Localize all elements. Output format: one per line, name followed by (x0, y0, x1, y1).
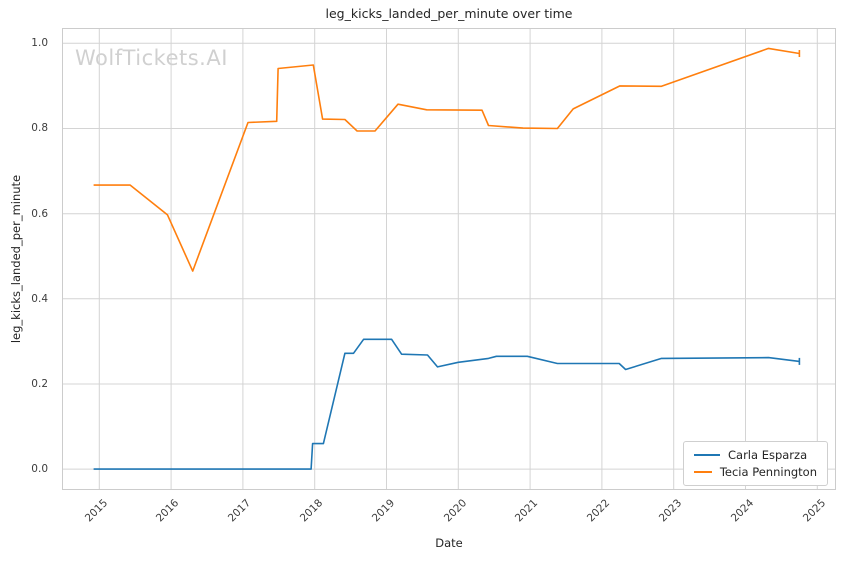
x-tick-label: 2025 (800, 497, 828, 525)
x-tick-label: 2023 (656, 497, 685, 525)
plot-area (62, 28, 836, 490)
y-axis-title: leg_kicks_landed_per_minute (9, 174, 23, 344)
x-tick-label: 2015 (82, 497, 110, 525)
x-tick-label: 2019 (369, 497, 398, 525)
legend-line-icon (694, 454, 720, 456)
legend-line-icon (694, 471, 712, 473)
y-tick-label: 0.2 (31, 377, 48, 390)
x-tick-label: 2024 (728, 497, 757, 525)
legend-entry-tecia-pennington: Tecia Pennington (694, 465, 817, 479)
legend: Carla Esparza Tecia Pennington (683, 441, 828, 486)
x-axis-title: Date (435, 536, 463, 550)
x-tick-label: 2020 (441, 497, 469, 525)
legend-label: Carla Esparza (728, 448, 808, 462)
y-tick-label: 1.0 (31, 37, 48, 50)
series-line-carla-esparza (93, 338, 800, 470)
legend-entry-carla-esparza: Carla Esparza (694, 448, 817, 462)
legend-label: Tecia Pennington (719, 465, 817, 479)
y-tick-label: 0.0 (31, 463, 48, 476)
series-line-tecia-pennington (93, 47, 800, 272)
watermark: WolfTickets.AI (75, 46, 228, 70)
chart-title: leg_kicks_landed_per_minute over time (325, 6, 573, 21)
x-tick-label: 2016 (154, 497, 182, 525)
y-tick-label: 0.6 (31, 207, 48, 220)
x-tick-label: 2021 (513, 497, 541, 525)
x-tick-label: 2018 (297, 497, 326, 525)
plot-border (62, 28, 836, 490)
x-tick-label: 2022 (585, 497, 613, 525)
x-tick-label: 2017 (226, 497, 254, 525)
y-tick-label: 0.8 (31, 122, 48, 135)
y-tick-label: 0.4 (31, 292, 48, 305)
